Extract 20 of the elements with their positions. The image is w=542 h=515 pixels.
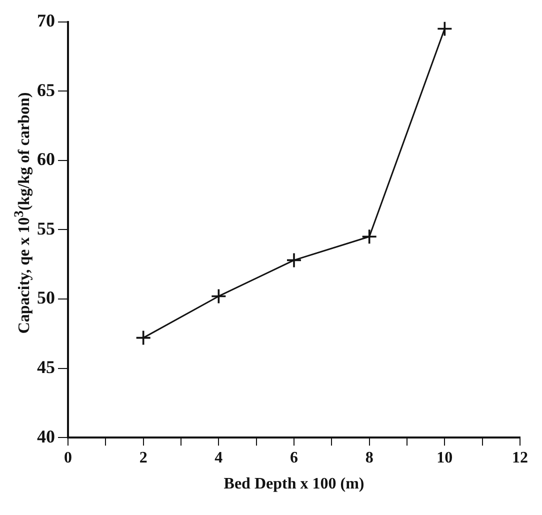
y-tick-label: 50 (37, 288, 55, 308)
x-tick-label: 4 (214, 449, 223, 466)
point (361, 228, 378, 245)
x-tick-label: 10 (436, 449, 453, 466)
x-tick-label: 6 (290, 449, 298, 466)
x-tick-label: 0 (64, 449, 72, 466)
y-tick-label: 45 (37, 356, 55, 377)
point (436, 22, 453, 37)
point (210, 288, 227, 304)
y-tick-label: 60 (37, 149, 55, 170)
x-tick-label: 12 (512, 449, 528, 466)
y-tick-label: 55 (37, 218, 55, 238)
y-tick-label: 65 (37, 80, 55, 100)
point (286, 252, 302, 268)
x-axis-title: Bed Depth x 100 (m) (224, 476, 364, 493)
x-tick-label: 2 (139, 449, 148, 466)
x-tick-label: 8 (365, 449, 374, 466)
point (135, 330, 152, 346)
y-tick-label: 40 (37, 426, 55, 446)
y-tick-label: 70 (37, 10, 55, 30)
